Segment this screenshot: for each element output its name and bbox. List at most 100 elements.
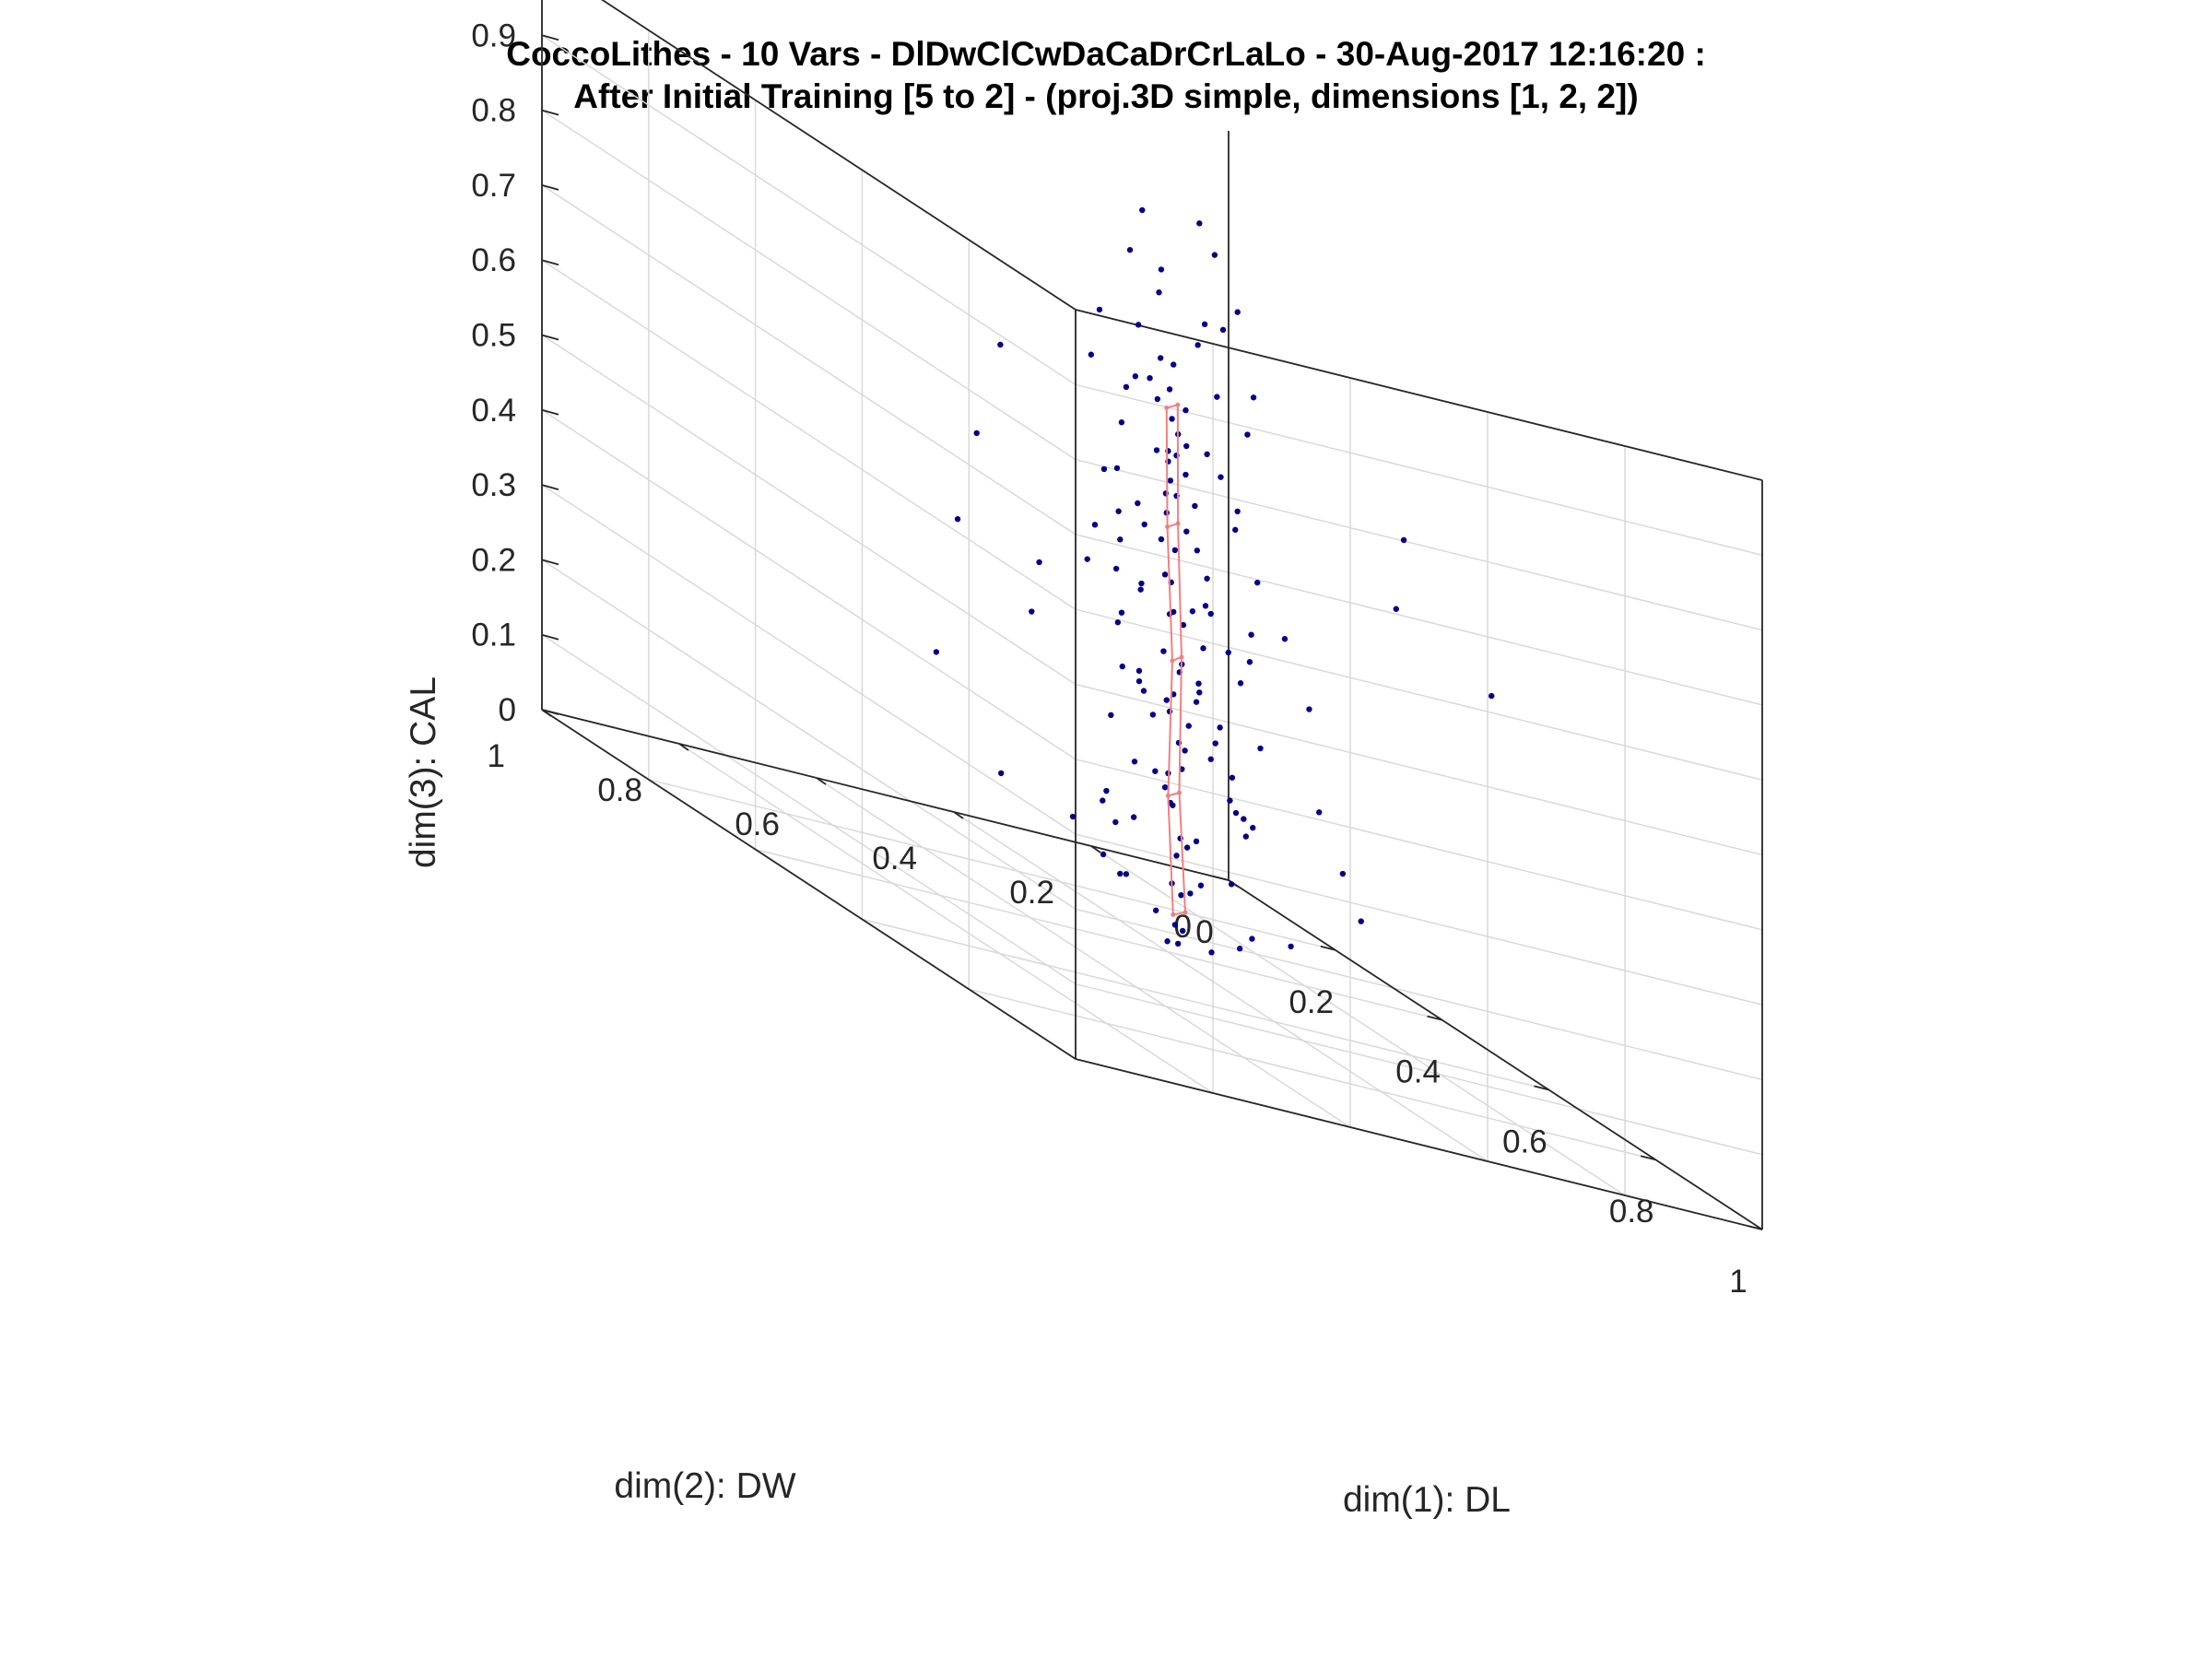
data-point (1088, 351, 1095, 358)
data-point (1161, 784, 1169, 791)
data-point (1196, 220, 1203, 227)
z-tick (541, 408, 559, 416)
y-tick-label: 0.4 (872, 841, 917, 877)
mesh-node (1175, 521, 1181, 526)
axis-edge (601, 0, 1077, 311)
x-tick (1427, 1015, 1442, 1021)
z-tick-label: 0.1 (471, 618, 516, 653)
grid-line (953, 811, 1488, 1162)
x-axis-label: dim(1): DL (1343, 1480, 1511, 1520)
data-point (1488, 692, 1495, 700)
data-point (1234, 309, 1241, 315)
axes-box (541, 0, 1763, 1230)
grid-line (969, 988, 1656, 1160)
data-point (997, 341, 1004, 348)
z-tick (541, 184, 559, 191)
x-tick (1534, 1085, 1549, 1091)
chart-title: CoccoLithes - 10 Vars - DlDwClCwDaCaDrCr… (506, 35, 1706, 73)
grid-line (1075, 608, 1763, 781)
mesh-node (1179, 654, 1184, 660)
axis-edge (1075, 1058, 1763, 1230)
z-tick (541, 259, 559, 266)
data-point (954, 516, 961, 523)
z-tick-label: 0.3 (471, 467, 516, 503)
data-point (1152, 768, 1159, 774)
data-point (1250, 394, 1257, 401)
z-tick (541, 109, 559, 116)
data-point (1185, 723, 1192, 729)
data-point (1156, 289, 1162, 296)
x-tick-label: 0 (1195, 914, 1213, 950)
data-point (1158, 535, 1165, 543)
grid-line (1075, 908, 1763, 1081)
data-point (1228, 881, 1235, 888)
x-tick-label: 0.4 (1395, 1054, 1441, 1090)
data-point (1169, 416, 1175, 422)
data-point (1157, 355, 1164, 361)
data-point (1130, 814, 1137, 820)
y-tick-label: 1 (488, 738, 505, 774)
mesh-node (1182, 910, 1188, 915)
y-tick (953, 811, 964, 819)
mesh-node (1165, 793, 1171, 798)
data-point (1227, 797, 1233, 804)
data-point (1196, 689, 1203, 696)
data-point (1141, 521, 1147, 528)
grid-line (1090, 845, 1626, 1196)
data-point (1179, 927, 1186, 935)
data-point (1306, 706, 1312, 712)
x-tick-label: 0.2 (1288, 984, 1334, 1020)
grid-line (1075, 383, 1763, 557)
data-point (1204, 575, 1210, 582)
data-point (1100, 465, 1108, 473)
data-point (1241, 816, 1247, 822)
z-tick-label: 0.6 (471, 242, 516, 278)
data-point (1244, 431, 1251, 438)
data-point (1108, 712, 1114, 719)
data-point (1316, 809, 1323, 816)
data-point (1257, 745, 1264, 752)
data-point (1194, 547, 1201, 554)
data-point (1183, 528, 1190, 535)
data-point (1242, 833, 1250, 840)
data-point (1138, 580, 1145, 587)
data-point (1160, 648, 1167, 654)
axis-edge (541, 709, 1077, 1060)
data-point (1178, 892, 1184, 899)
data-point (1173, 853, 1180, 859)
z-tick-label: 0.9 (471, 18, 516, 53)
som-mesh (1164, 402, 1188, 917)
grid-line (541, 334, 1077, 686)
data-point (1126, 246, 1134, 253)
data-point (1204, 451, 1210, 457)
z-tick (541, 633, 559, 641)
data-point (1135, 677, 1143, 685)
grid-line (1075, 982, 1763, 1156)
data-point (1118, 419, 1125, 426)
data-point (1197, 882, 1205, 888)
grid-line (816, 777, 1351, 1128)
data-point (1174, 940, 1182, 947)
grid-line (1075, 759, 1763, 931)
x-tick (1640, 1155, 1656, 1161)
mesh-node (1164, 406, 1170, 411)
grid-line (1075, 833, 1763, 1006)
data-point (1183, 844, 1191, 851)
grid-lines (541, 0, 1763, 1230)
mesh-node (1175, 402, 1181, 407)
axis-ticks: 0 0.2 0.4 0.6 0.8 1 0 0.2 0.4 0.6 0.8 1 0 0.1 0.2 0.3 0.… (471, 18, 1763, 1300)
axis-edge (541, 709, 1230, 881)
data-point (1339, 870, 1347, 877)
grid-line (541, 184, 1077, 535)
data-point (1217, 724, 1223, 731)
data-point (1248, 631, 1254, 638)
z-tick (541, 559, 559, 566)
data-point (1211, 252, 1218, 258)
y-tick-label: 0.8 (597, 772, 642, 808)
z-axis-label: dim(3): CAL (404, 677, 443, 868)
data-point (933, 649, 940, 655)
mesh-node (1165, 524, 1171, 530)
data-point (1115, 508, 1122, 514)
z-tick (541, 484, 559, 490)
data-point (1137, 586, 1144, 593)
